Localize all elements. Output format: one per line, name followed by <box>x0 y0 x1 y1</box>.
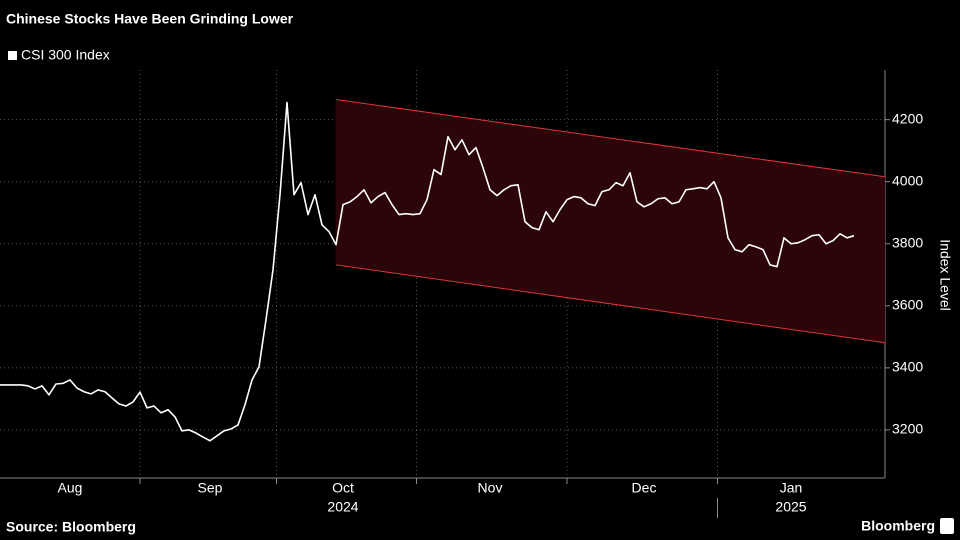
channel-upper <box>335 98 886 178</box>
x-tick-label: Nov <box>478 480 503 496</box>
x-year-label: 2024 <box>327 499 358 515</box>
y-tick-label: 4200 <box>892 110 923 126</box>
x-tick-label: Aug <box>58 480 83 496</box>
legend-label: CSI 300 Index <box>21 47 110 63</box>
brand: Bloomberg <box>861 518 935 534</box>
channel-lower <box>335 264 886 344</box>
brand-icon <box>940 518 954 534</box>
x-tick-label: Oct <box>332 480 354 496</box>
x-tick-label: Sep <box>198 480 223 496</box>
chart-title: Chinese Stocks Have Been Grinding Lower <box>6 11 294 27</box>
y-tick-label: 3800 <box>892 234 923 250</box>
y-tick-label: 4000 <box>892 172 923 188</box>
x-tick-label: Dec <box>632 480 657 496</box>
legend-swatch <box>8 51 17 60</box>
x-year-label: 2025 <box>775 499 806 515</box>
y-tick-label: 3600 <box>892 297 923 313</box>
y-tick-label: 3400 <box>892 359 923 375</box>
y-axis-label: Index Level <box>937 239 953 311</box>
line <box>0 101 855 442</box>
x-tick-label: Jan <box>780 480 803 496</box>
source: Source: Bloomberg <box>6 519 136 535</box>
y-tick-label: 3200 <box>892 421 923 437</box>
channel-band <box>336 99 885 343</box>
